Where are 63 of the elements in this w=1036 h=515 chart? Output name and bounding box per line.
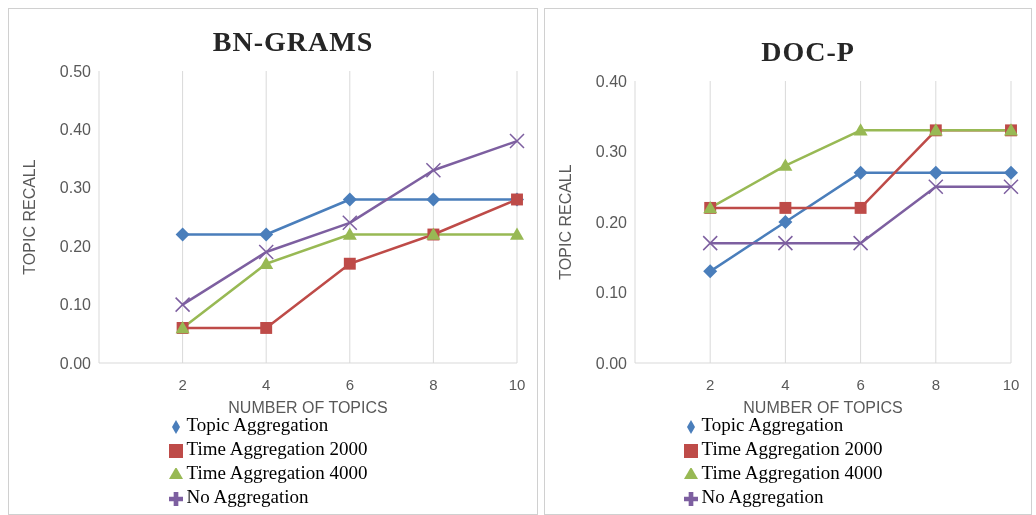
y-tick-label: 0.40 <box>59 121 92 139</box>
y-tick-label: 0.20 <box>595 213 628 231</box>
point <box>703 264 718 279</box>
x-tick-label: 4 <box>781 375 790 393</box>
legend-label: No Aggregation <box>186 486 309 507</box>
x-tick-label: 2 <box>178 375 187 393</box>
point <box>853 165 868 180</box>
y-tick-label: 0.00 <box>595 354 628 372</box>
y-tick-label: 0.10 <box>59 296 92 314</box>
point <box>343 257 356 270</box>
legend-label: Time Aggregation 4000 <box>186 462 368 483</box>
legend-label: Time Aggregation 2000 <box>186 438 368 459</box>
y-tick-label: 0.50 <box>59 62 92 80</box>
x-tick-label: 8 <box>931 375 940 393</box>
point <box>175 227 190 242</box>
point <box>510 227 524 240</box>
point <box>928 179 944 195</box>
point <box>509 133 525 149</box>
point <box>852 235 869 251</box>
y-tick-label: 0.00 <box>59 354 92 372</box>
y-tick-label: 0.30 <box>59 179 92 197</box>
legend-label: Time Aggregation 4000 <box>701 462 883 483</box>
legend-label: Time Aggregation 2000 <box>701 438 883 459</box>
point <box>778 215 793 229</box>
y-tick-label: 0.30 <box>595 143 628 161</box>
point <box>779 201 792 214</box>
point <box>702 235 718 251</box>
x-tick-label: 8 <box>429 375 438 393</box>
point <box>258 244 274 260</box>
point <box>854 201 867 214</box>
x-tick-label: 6 <box>345 375 354 393</box>
point <box>777 235 794 251</box>
point <box>853 123 868 136</box>
point <box>342 215 358 231</box>
chart-title: BN-GRAMS <box>212 26 374 57</box>
y-tick-label: 0.10 <box>595 284 628 302</box>
y-tick-label: 0.20 <box>59 237 92 255</box>
legend-label: Topic Aggregation <box>186 414 329 435</box>
x-tick-label: 10 <box>508 375 526 393</box>
point <box>778 158 793 171</box>
point <box>1004 165 1018 180</box>
chart-title: DOC-P <box>761 36 855 67</box>
legend-label: No Aggregation <box>701 486 824 507</box>
point <box>342 192 357 207</box>
y-axis-title: TOPIC RECALL <box>20 159 38 275</box>
x-tick-label: 2 <box>706 375 715 393</box>
point <box>342 227 357 240</box>
x-axis-title: NUMBER OF TOPICS <box>743 399 903 416</box>
y-axis-title: TOPIC RECALL <box>556 164 574 280</box>
point <box>259 256 274 269</box>
x-tick-label: 4 <box>262 375 271 393</box>
x-tick-label: 6 <box>856 375 865 393</box>
y-tick-label: 0.40 <box>595 72 628 90</box>
point <box>426 192 441 207</box>
point <box>928 165 943 180</box>
point <box>260 322 273 334</box>
x-axis-title: NUMBER OF TOPICS <box>228 399 388 416</box>
point <box>1003 179 1019 195</box>
point <box>425 162 442 179</box>
point <box>259 227 274 242</box>
point <box>174 296 191 313</box>
legend-label: Topic Aggregation <box>701 414 844 435</box>
x-tick-label: 10 <box>1002 375 1020 393</box>
